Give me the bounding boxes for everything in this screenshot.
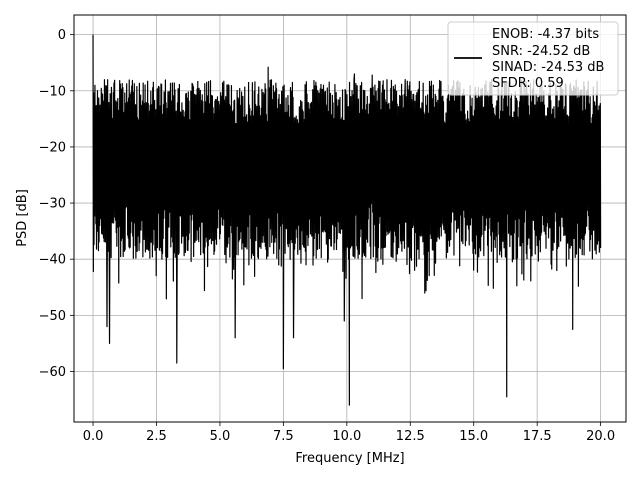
x-axis-label: Frequency [MHz]: [295, 451, 404, 466]
y-tick-label: −10: [39, 84, 66, 99]
legend-line-sinad: SINAD: -24.53 dB: [492, 60, 604, 75]
psd-line: [92, 34, 602, 406]
y-tick-label: 0: [58, 28, 66, 43]
y-tick-label: −30: [39, 197, 66, 212]
x-tick-label: 10.0: [332, 429, 361, 444]
x-tick-label: 2.5: [146, 429, 167, 444]
y-tick-label: −40: [39, 253, 66, 268]
x-axis-ticks: 0.0 2.5 5.0 7.5 10.0 12.5 15.0 17.5 20.0: [83, 422, 615, 444]
x-tick-label: 12.5: [396, 429, 425, 444]
y-tick-label: −20: [39, 140, 66, 155]
legend-line-sfdr: SFDR: 0.59: [492, 76, 564, 91]
psd-series: [92, 34, 602, 406]
axes-frame: [73, 14, 627, 423]
x-tick-label: 15.0: [459, 429, 488, 444]
y-tick-label: −60: [39, 365, 66, 380]
y-axis-ticks: 0 −10 −20 −30 −40 −50 −60: [39, 28, 74, 380]
x-tick-label: 20.0: [586, 429, 615, 444]
legend-line-snr: SNR: -24.52 dB: [492, 44, 590, 59]
y-tick-label: −50: [39, 309, 66, 324]
x-tick-label: 17.5: [523, 429, 552, 444]
legend-line-enob: ENOB: -4.37 bits: [492, 27, 599, 42]
legend: ENOB: -4.37 bits SNR: -24.52 dB SINAD: -…: [447, 21, 619, 96]
x-tick-label: 5.0: [210, 429, 231, 444]
y-axis-label: PSD [dB]: [15, 189, 30, 247]
legend-box: [447, 21, 619, 96]
x-tick-label: 7.5: [273, 429, 294, 444]
x-tick-label: 0.0: [83, 429, 104, 444]
